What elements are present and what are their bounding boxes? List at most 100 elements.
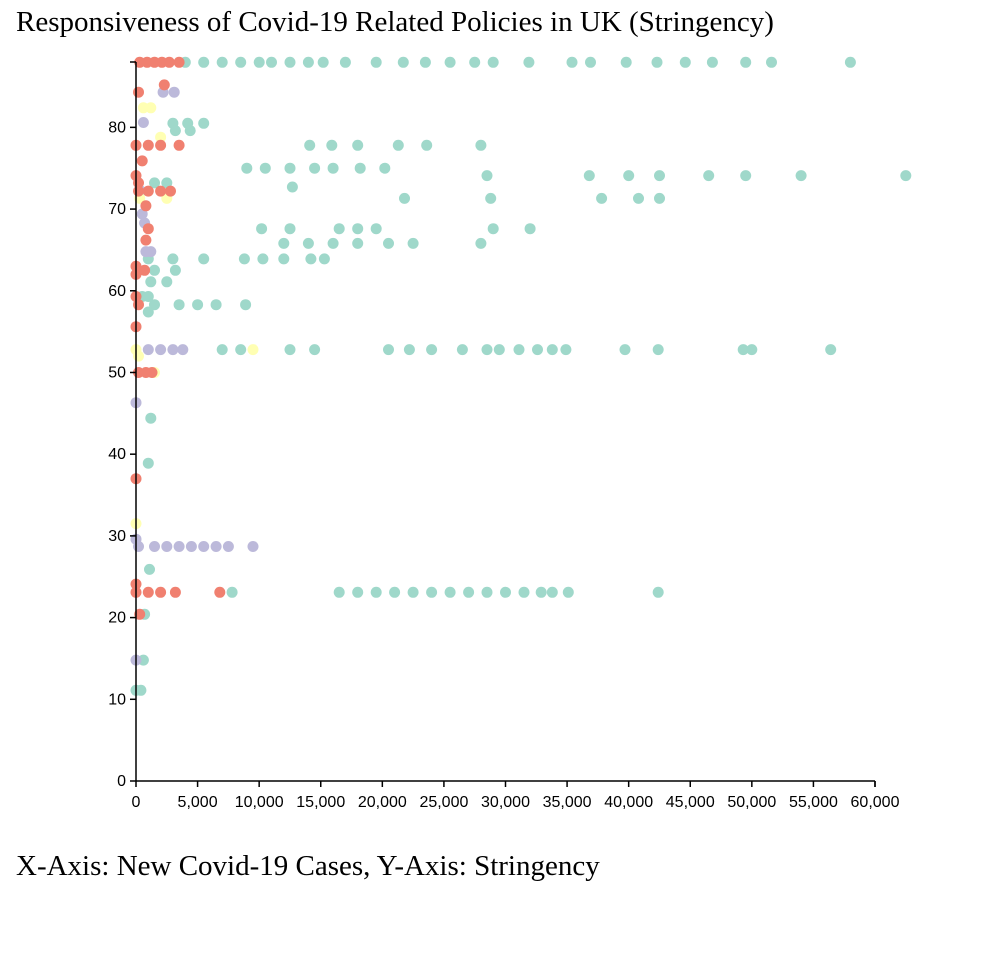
data-point [142,586,154,598]
data-point [149,541,160,552]
data-point [155,139,167,151]
data-point [766,56,777,68]
x-tick-label: 35,000 [543,794,592,811]
data-point [173,56,185,68]
data-point [165,185,176,197]
data-point [161,276,173,288]
data-point [235,56,247,68]
data-point [144,563,155,575]
data-point [475,139,487,151]
data-point [155,131,167,143]
data-point [161,541,173,552]
data-point [173,299,185,311]
data-point [155,185,167,197]
data-point [173,139,185,151]
x-tick-label: 30,000 [481,794,530,811]
x-tick-label: 25,000 [419,794,468,811]
data-point [421,139,433,151]
data-point [392,139,404,151]
x-tick-label: 20,000 [358,794,407,811]
data-point [352,139,364,151]
data-point [149,177,160,189]
data-point [142,185,154,197]
data-point [226,586,238,598]
data-point [168,86,180,98]
data-point [746,344,758,356]
data-point [136,208,148,220]
data-point [216,344,228,356]
data-point [463,586,475,598]
data-point [302,237,314,249]
chart-title: Responsiveness of Covid-19 Related Polic… [16,6,774,38]
data-point [278,237,290,249]
data-point [333,586,345,598]
data-point [795,170,807,182]
data-point [169,264,181,276]
x-tick-label: 5,000 [178,794,218,811]
data-point [383,237,394,249]
data-point [326,139,338,151]
data-point [216,56,228,68]
data-point [169,125,181,137]
data-point [370,586,382,598]
data-point [493,344,505,356]
data-point [426,344,438,356]
data-point [900,170,912,182]
data-point [139,264,151,276]
data-point [825,344,837,356]
data-point [327,237,339,249]
data-point [142,344,154,356]
data-point [133,185,144,197]
data-point [247,541,259,552]
data-point [210,299,222,311]
data-point [737,344,749,356]
data-point [633,192,644,204]
x-tick-label: 40,000 [604,794,653,811]
data-point [155,344,167,356]
data-point [142,457,154,469]
data-point [235,344,247,356]
data-point [546,586,558,598]
data-point [149,299,160,311]
y-tick-label: 0 [117,773,126,790]
data-point [198,56,210,68]
data-point [305,253,317,265]
data-point [524,223,536,235]
data-point [309,162,321,174]
y-tick-label: 10 [108,691,126,708]
data-point [173,541,185,552]
data-point [142,223,154,235]
y-tick-label: 60 [108,283,126,300]
data-point [481,586,493,598]
data-point [419,56,431,68]
y-tick-label: 20 [108,610,126,627]
data-point [140,234,152,246]
data-point [333,223,345,235]
data-point [481,170,493,182]
x-tick-label: 60,000 [851,794,900,811]
data-point [407,586,419,598]
data-point [284,223,296,235]
data-point [654,192,665,204]
x-tick-label: 0 [132,794,141,811]
data-point [135,684,147,696]
data-point [253,56,265,68]
data-point [137,117,149,128]
data-point [317,56,329,68]
data-point [140,200,152,212]
data-point [198,117,210,129]
data-point [284,162,296,174]
data-point [456,344,468,356]
data-point [475,237,487,249]
points-layer [130,56,912,696]
data-point [167,344,179,356]
data-point [566,56,578,68]
data-point [133,350,144,362]
data-point [136,155,148,167]
data-point [546,344,558,356]
data-point [560,344,572,356]
data-point [619,344,631,356]
x-tick-label: 10,000 [235,794,284,811]
data-point [238,253,250,265]
data-point [185,541,197,552]
